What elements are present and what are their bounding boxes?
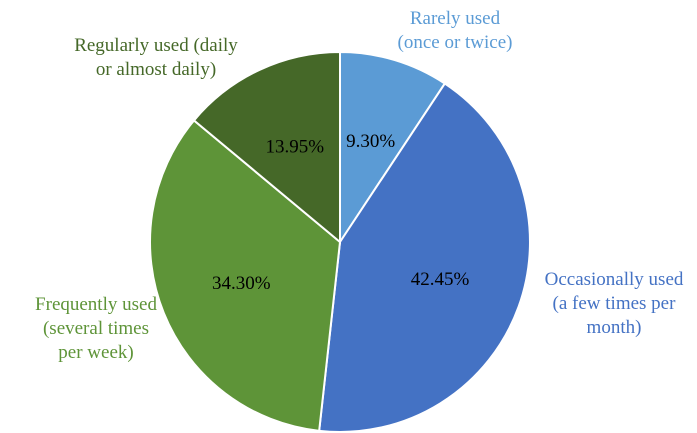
category-label-line: per week) [58, 342, 133, 363]
category-label-line: or almost daily) [96, 59, 216, 80]
slice-value-labels: 9.30% 42.45% 34.30% 13.95% [212, 131, 469, 294]
category-label-occasionally-used: Occasionally used (a few times per month) [545, 269, 684, 338]
category-label-line: (once or twice) [398, 32, 513, 53]
category-label-line: Rarely used [410, 8, 501, 29]
category-label-line: Frequently used [35, 294, 157, 315]
pie-slice-occasionally-used [318, 82, 531, 433]
category-label-rarely-used: Rarely used (once or twice) [398, 8, 513, 53]
value-label-occasionally-used: 42.45% [411, 269, 470, 290]
pie-slices [149, 50, 531, 433]
category-label-line: (a few times per [553, 293, 677, 314]
category-label-line: month) [587, 317, 642, 338]
category-label-line: (several times [43, 318, 149, 339]
pie-slice-regularly-used [192, 50, 341, 245]
category-label-frequently-used: Frequently used (several times per week) [35, 294, 157, 363]
value-label-rarely-used: 9.30% [346, 131, 395, 152]
value-label-frequently-used: 34.30% [212, 273, 271, 294]
category-label-line: Occasionally used [545, 269, 684, 290]
value-label-regularly-used: 13.95% [266, 137, 325, 158]
pie-slice-rarely-used [339, 50, 447, 246]
category-label-regularly-used: Regularly used (daily or almost daily) [74, 35, 238, 80]
slice-category-labels: Rarely used (once or twice) Occasionally u… [35, 8, 684, 363]
pie-slice-frequently-used [149, 119, 342, 432]
category-label-line: Regularly used (daily [74, 35, 238, 56]
